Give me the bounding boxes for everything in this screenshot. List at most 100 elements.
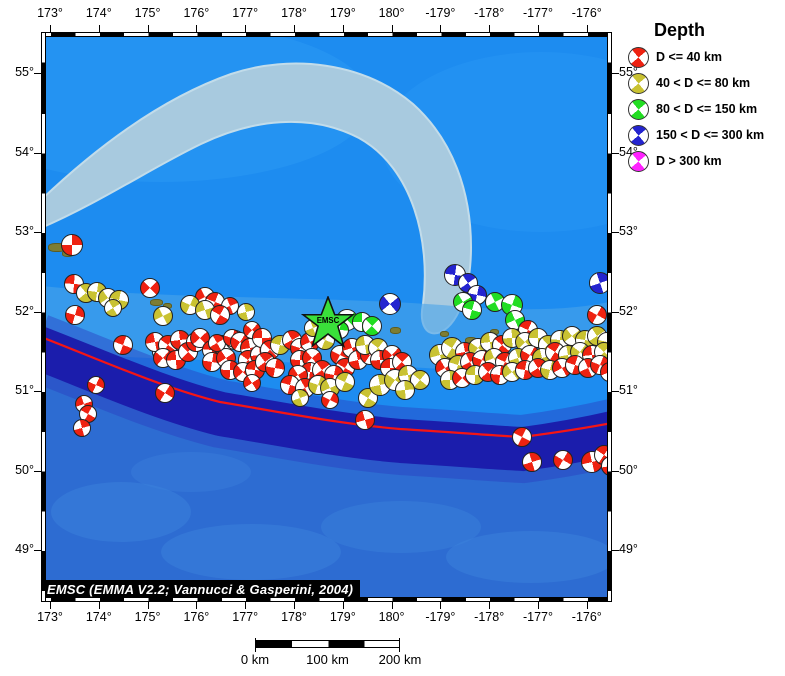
lat-tick [34, 470, 41, 472]
lat-tick [612, 232, 619, 233]
focal-mechanism-marker [73, 419, 91, 437]
legend-beachball-icon [628, 125, 649, 146]
map-caption: EMSC (EMMA V2.2; Vannucci & Gasperini, 2… [42, 580, 361, 600]
legend-beachball-icon [628, 99, 649, 120]
lon-label-top: 178° [281, 6, 307, 20]
lat-label-left: 53° [15, 224, 34, 238]
frame-bottom [41, 597, 612, 602]
lat-label-right: 51° [619, 383, 638, 397]
lon-tick [391, 602, 393, 609]
legend-beachball-icon [628, 73, 649, 94]
emsc-star-marker: EMSC [301, 296, 355, 348]
lon-label-top: -178° [474, 6, 505, 20]
focal-mechanism-marker [153, 306, 173, 326]
lon-label-bottom: 176° [183, 610, 210, 624]
focal-mechanism-marker [462, 300, 482, 320]
focal-mechanism-marker [265, 358, 285, 378]
lon-label-bottom: -179° [425, 610, 456, 624]
legend-entry-depth-gt-300: D > 300 km [628, 151, 784, 173]
lon-tick [147, 25, 149, 32]
focal-mechanism-marker [140, 278, 160, 298]
lat-tick [612, 73, 619, 74]
scale-bar [255, 638, 400, 652]
lat-label-left: 52° [15, 303, 34, 318]
legend-entry-depth-40-80: 40 < D <= 80 km [628, 73, 784, 95]
scale-bar-label: 0 km [240, 652, 270, 667]
lat-label-left: 49° [15, 542, 34, 556]
lon-label-top: 177° [232, 6, 259, 20]
legend-entry-depth-le-40: D <= 40 km [628, 47, 784, 69]
emsc-star-label: EMSC [317, 316, 340, 325]
legend-label: 150 < D <= 300 km [656, 128, 765, 142]
lat-tick [612, 550, 619, 551]
lat-tick [612, 311, 619, 313]
legend-entry-depth-150-300: 150 < D <= 300 km [628, 125, 784, 147]
lon-tick [391, 25, 393, 32]
lon-label-bottom: 173° [37, 610, 63, 624]
lon-label-top: -176° [571, 6, 602, 20]
lat-tick [612, 470, 619, 472]
lon-tick [586, 25, 588, 32]
island [150, 299, 163, 306]
legend-title: Depth [654, 20, 705, 40]
focal-mechanism-marker [155, 383, 175, 403]
lat-tick [34, 73, 41, 74]
lat-label-right: 49° [619, 542, 638, 556]
legend-label: D > 300 km [656, 154, 722, 168]
lon-tick [196, 25, 198, 32]
focal-mechanism-marker [237, 303, 255, 321]
focal-mechanism-marker [335, 372, 355, 392]
lon-tick [196, 602, 198, 609]
scale-bar-label: 100 km [306, 652, 349, 667]
lon-label-bottom: 178° [281, 610, 307, 624]
lon-label-bottom: -176° [571, 610, 602, 624]
focal-mechanism-marker [104, 299, 122, 317]
lat-label-left: 55° [15, 65, 34, 79]
focal-mechanism-marker [410, 370, 430, 390]
lat-label-right: 50° [619, 462, 638, 477]
focal-mechanism-marker [355, 410, 375, 430]
lon-tick [489, 25, 491, 32]
lon-label-bottom: 174° [85, 610, 112, 624]
lon-tick [50, 25, 51, 32]
lon-tick [342, 602, 344, 609]
focal-mechanism-marker [553, 450, 573, 470]
map-area: EMSC EMSC (EMMA V2.2; Vannucci & Gasperi… [41, 32, 612, 602]
lat-label-left: 54° [15, 144, 34, 159]
lon-tick [489, 602, 491, 609]
lon-tick [538, 25, 539, 32]
lon-label-bottom: 180° [378, 610, 405, 624]
lon-tick [342, 25, 344, 32]
legend-beachball-icon [628, 151, 649, 172]
lon-label-bottom: 175° [134, 610, 161, 624]
lon-tick [245, 25, 247, 32]
focal-mechanism-marker [362, 316, 382, 336]
lon-label-top: 173° [37, 6, 63, 20]
lon-label-bottom: 179° [329, 610, 356, 624]
lat-tick [34, 391, 41, 392]
focal-mechanism-marker [291, 389, 309, 407]
legend-label: 80 < D <= 150 km [656, 102, 758, 116]
focal-mechanism-marker [61, 234, 83, 256]
lat-tick [34, 550, 41, 551]
lon-label-bottom: -177° [522, 610, 554, 624]
focal-mechanism-marker [379, 293, 401, 315]
focal-mechanism-marker [395, 380, 415, 400]
frame-left [41, 32, 46, 602]
lon-tick [98, 25, 100, 32]
focal-mechanism-marker [87, 376, 105, 394]
scale-bar-end-tick [399, 638, 400, 652]
lat-tick [612, 391, 619, 392]
lon-tick [586, 602, 588, 609]
lon-tick [147, 602, 149, 609]
focal-mechanism-marker [522, 452, 542, 472]
lat-label-right: 52° [619, 303, 638, 318]
focal-mechanism-marker [210, 305, 230, 325]
legend-entry-depth-80-150: 80 < D <= 150 km [628, 99, 784, 121]
lon-tick [98, 602, 100, 609]
lon-tick [440, 602, 442, 609]
lat-label-right: 53° [619, 224, 638, 238]
lon-label-top: 179° [329, 6, 356, 20]
legend-label: D <= 40 km [656, 50, 723, 64]
